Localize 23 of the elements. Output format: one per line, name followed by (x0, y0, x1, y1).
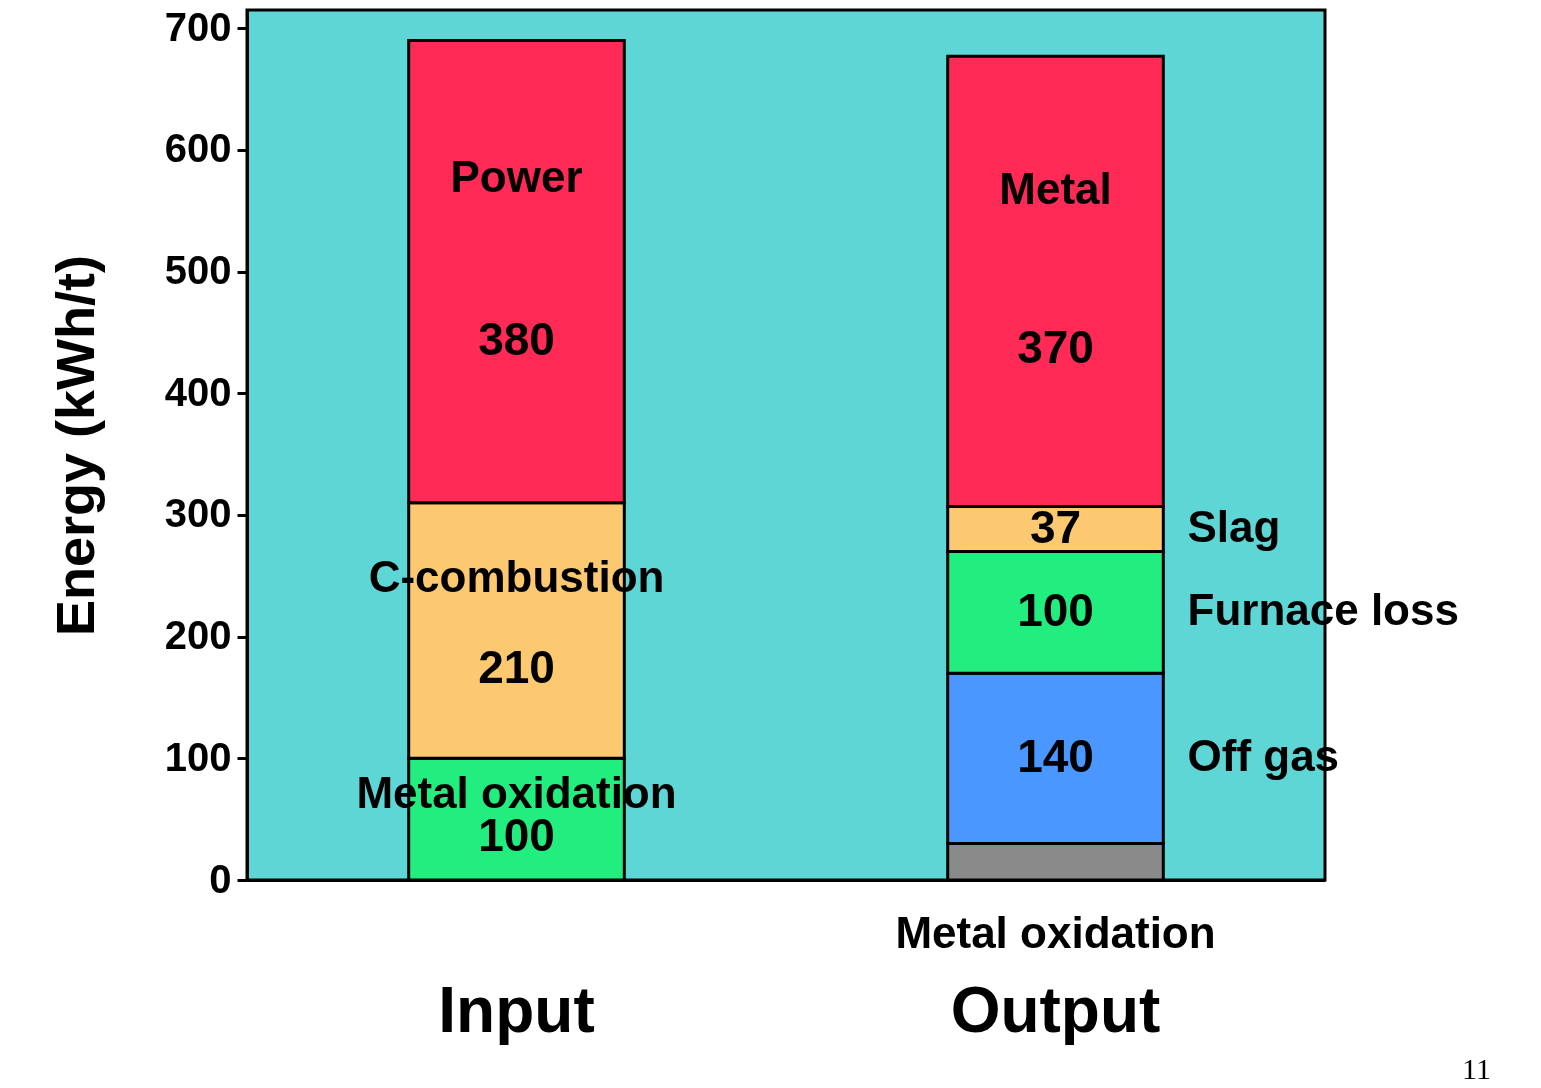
text: 11 (1462, 1052, 1491, 1086)
data-label: 100 (1017, 584, 1094, 637)
y-tick-label: 300 (164, 491, 232, 536)
series-label: Power (450, 152, 583, 202)
data-label: 37 (1029, 500, 1082, 553)
y-tick-label: 700 (164, 4, 232, 49)
data-label: 370 (1017, 320, 1094, 373)
y-tick-label: 200 (164, 613, 232, 658)
y-tick-label: 600 (164, 126, 232, 171)
data-label: 210 (478, 640, 555, 693)
x-tick-label: Input (438, 973, 595, 1046)
x-tick-label: Output (950, 973, 1161, 1046)
data-label: 380 (478, 312, 555, 365)
series-label: Slag (1187, 501, 1281, 551)
y-tick-label: 100 (164, 734, 232, 779)
data-label: 140 (1017, 730, 1094, 783)
series-label: Metal (999, 164, 1112, 214)
data-label: 100 (478, 809, 555, 862)
y-tick-label: 500 (164, 248, 232, 293)
y-tick-label: 400 (164, 369, 232, 414)
series-label: Metal oxidation (895, 908, 1216, 957)
y-tick-label: 0 (209, 856, 232, 901)
y-axis-title: Energy (kWh/t) (44, 254, 105, 637)
